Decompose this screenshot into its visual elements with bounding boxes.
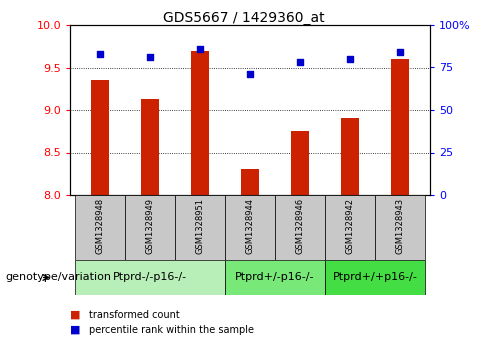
Bar — [91, 80, 109, 195]
Text: GDS5667 / 1429360_at: GDS5667 / 1429360_at — [163, 11, 325, 25]
Point — [346, 56, 354, 62]
Text: percentile rank within the sample: percentile rank within the sample — [88, 325, 254, 335]
Bar — [75, 260, 225, 295]
Text: Ptprd+/-p16-/-: Ptprd+/-p16-/- — [235, 273, 315, 282]
Text: GSM1328944: GSM1328944 — [245, 198, 255, 254]
Point — [396, 49, 404, 55]
Text: transformed count: transformed count — [88, 310, 179, 320]
Text: GSM1328951: GSM1328951 — [196, 198, 204, 254]
Text: Ptprd+/+p16-/-: Ptprd+/+p16-/- — [332, 273, 417, 282]
Text: GSM1328948: GSM1328948 — [96, 198, 104, 254]
Text: Ptprd-/-p16-/-: Ptprd-/-p16-/- — [113, 273, 187, 282]
Bar — [175, 195, 225, 260]
Bar — [325, 260, 425, 295]
Text: GSM1328949: GSM1328949 — [145, 198, 155, 254]
Bar — [225, 260, 325, 295]
Bar — [275, 195, 325, 260]
Text: GSM1328942: GSM1328942 — [346, 198, 354, 254]
Bar — [141, 99, 159, 195]
Bar — [341, 118, 359, 195]
Text: ■: ■ — [70, 310, 81, 320]
Text: GSM1328943: GSM1328943 — [395, 198, 405, 254]
Text: genotype/variation: genotype/variation — [5, 273, 111, 282]
Bar — [391, 59, 409, 195]
Bar — [225, 195, 275, 260]
Text: GSM1328946: GSM1328946 — [296, 198, 305, 254]
Bar — [375, 195, 425, 260]
Bar — [291, 131, 309, 195]
Bar — [75, 195, 125, 260]
Bar — [241, 170, 259, 195]
Bar — [125, 195, 175, 260]
Point — [246, 72, 254, 77]
Bar — [191, 50, 209, 195]
Point — [196, 46, 204, 52]
Point — [146, 54, 154, 60]
Bar — [325, 195, 375, 260]
Point — [96, 51, 104, 57]
Point — [296, 60, 304, 65]
Text: ■: ■ — [70, 325, 81, 335]
